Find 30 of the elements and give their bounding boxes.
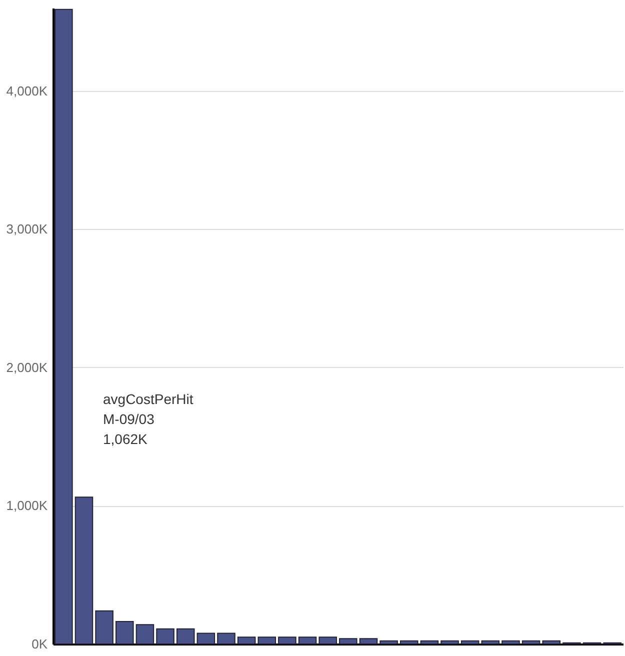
bar xyxy=(460,640,480,644)
bar xyxy=(420,640,439,644)
annotation: avgCostPerHit M-09/03 1,062K xyxy=(103,391,194,447)
bar xyxy=(258,636,276,644)
bar xyxy=(380,640,398,644)
bar xyxy=(176,628,195,644)
bar xyxy=(318,636,337,644)
bar xyxy=(217,632,236,644)
y-tick-label: 2,000K xyxy=(6,360,48,375)
bar xyxy=(298,636,317,644)
bar xyxy=(156,628,174,644)
bar xyxy=(481,640,500,644)
y-tick-label: 4,000K xyxy=(6,83,48,98)
bar xyxy=(95,610,114,644)
bar xyxy=(359,638,378,644)
bar xyxy=(339,638,358,644)
bar xyxy=(522,640,540,644)
bar xyxy=(278,636,296,644)
y-tick-label: 1,000K xyxy=(6,498,48,514)
bar xyxy=(196,632,216,644)
bar xyxy=(400,640,418,644)
bar xyxy=(115,620,134,644)
y-tick-label: 0K xyxy=(32,636,48,652)
bar xyxy=(136,624,154,644)
bar xyxy=(237,636,256,644)
bar xyxy=(502,640,520,644)
bar xyxy=(542,640,561,644)
bar xyxy=(74,496,94,644)
bar xyxy=(440,640,459,644)
y-tick-label: 3,000K xyxy=(6,222,48,237)
